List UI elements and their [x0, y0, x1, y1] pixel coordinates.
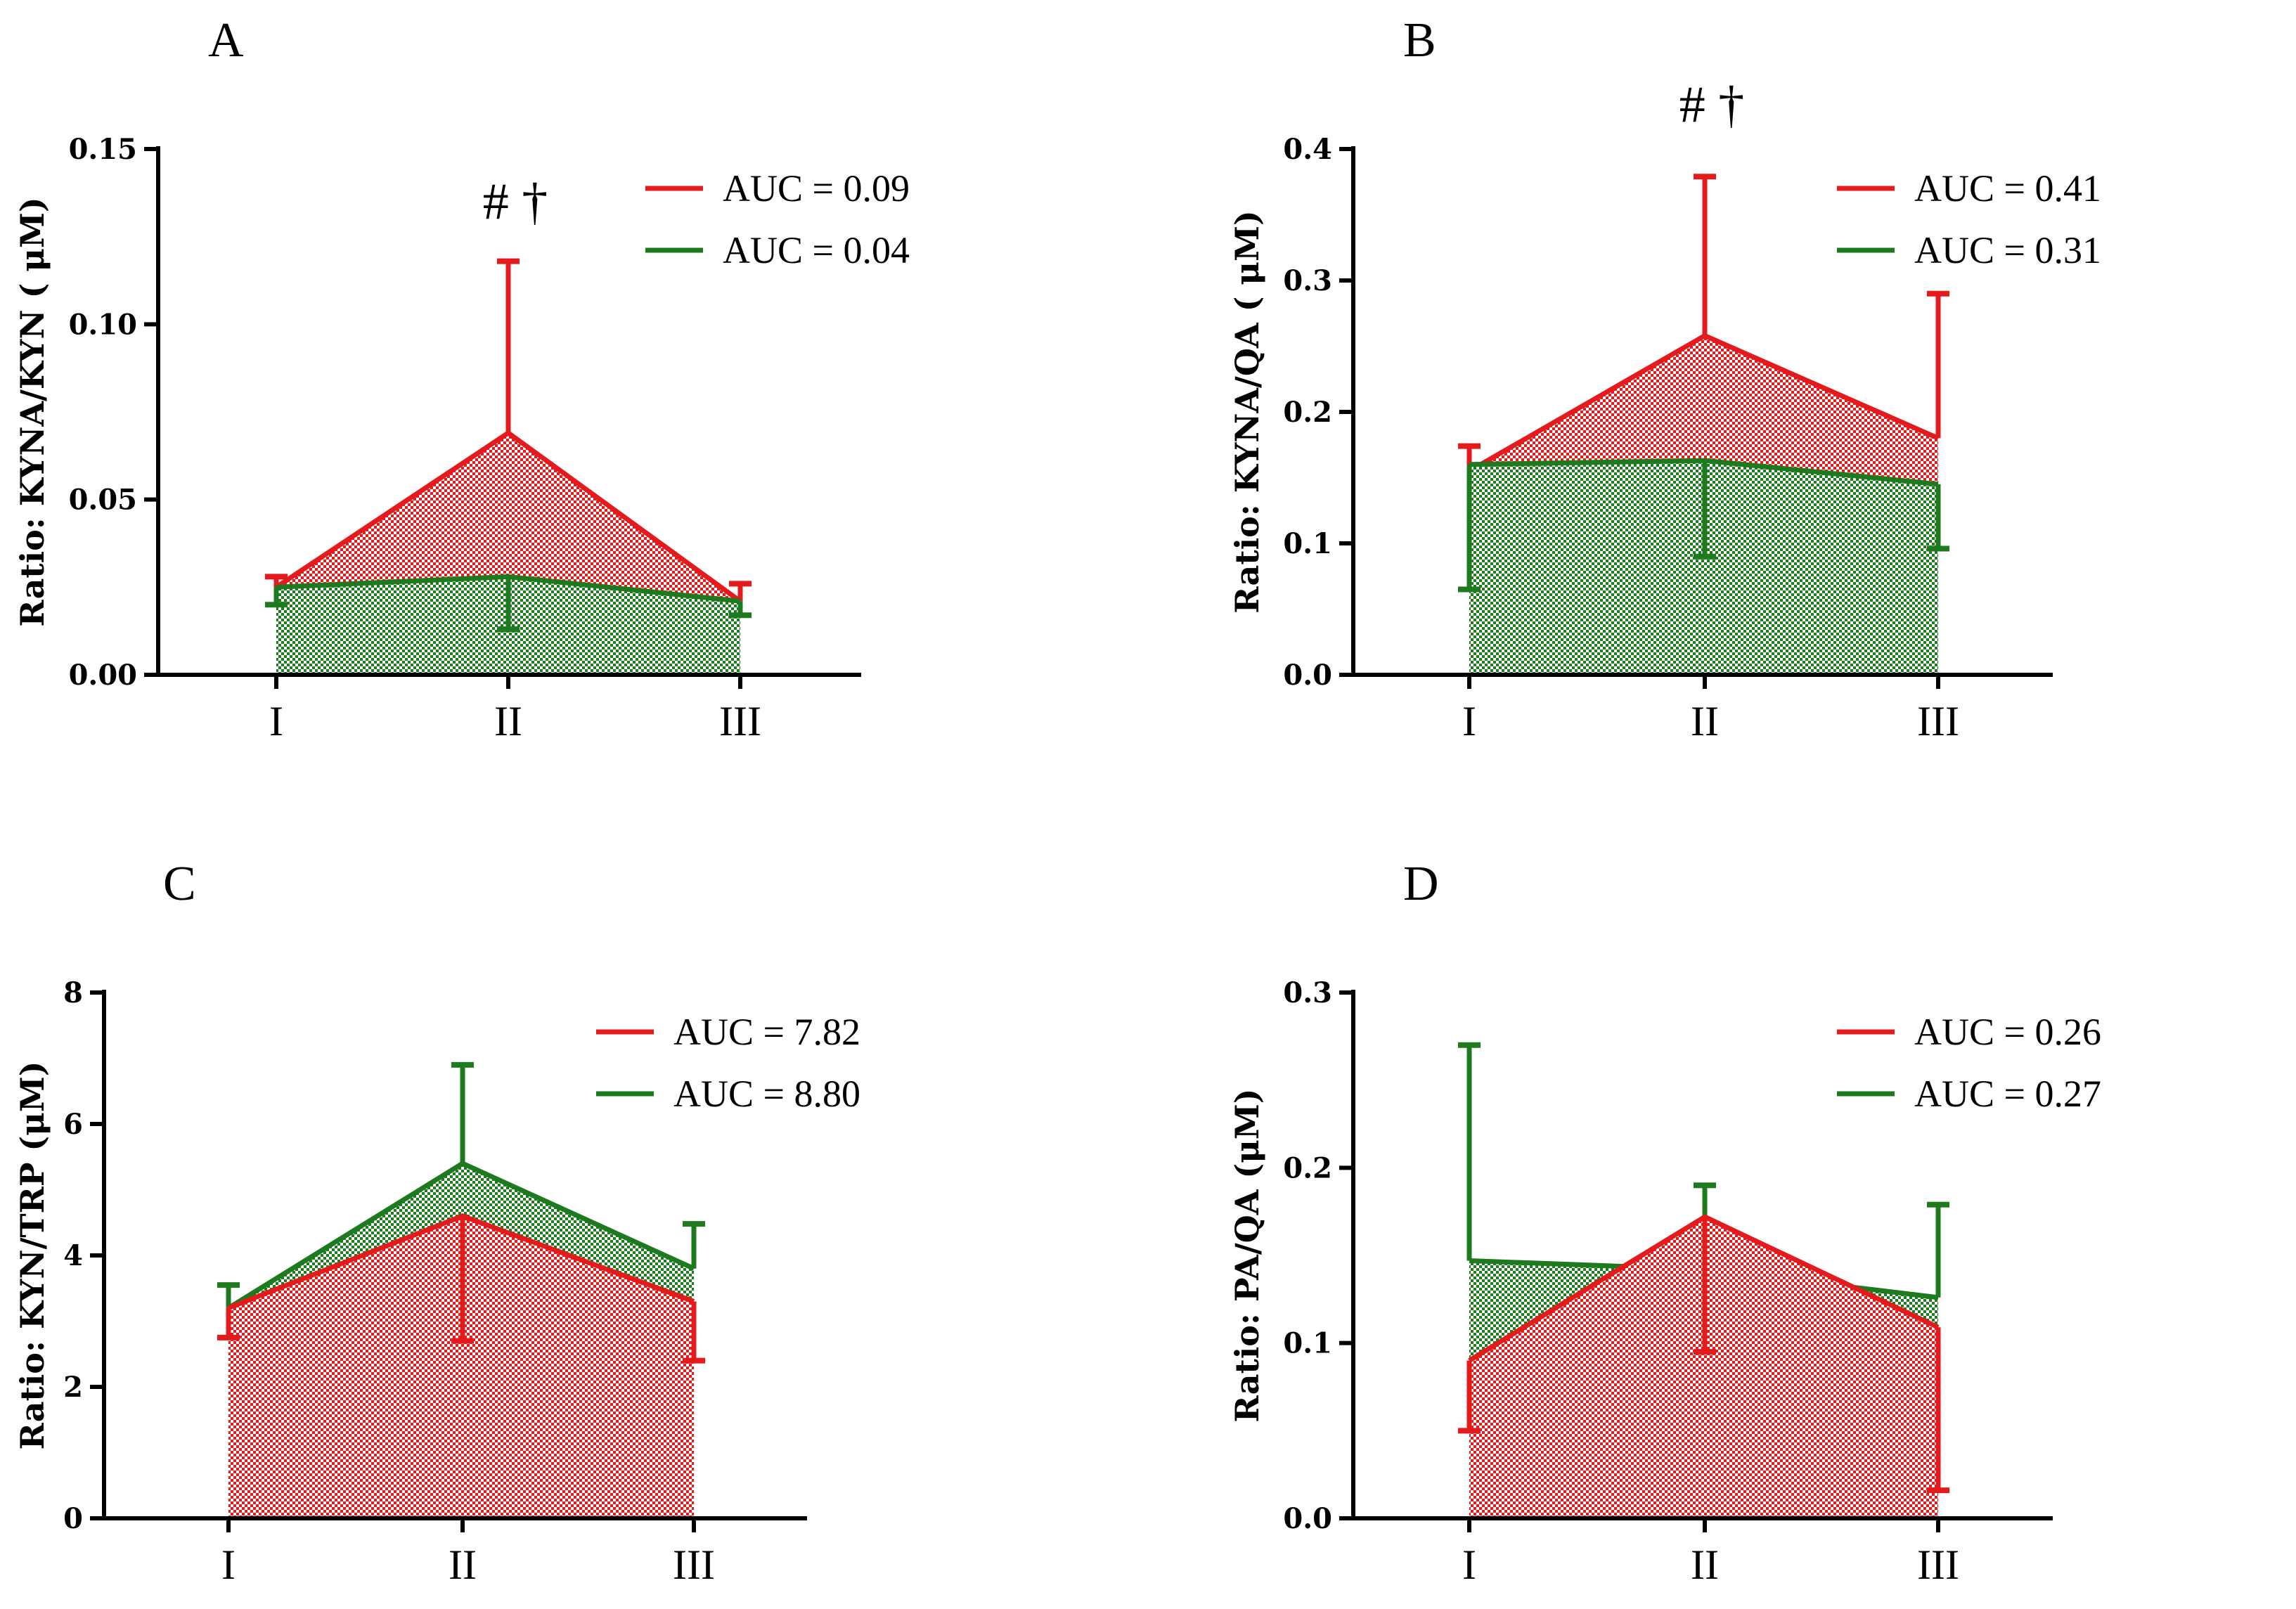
area-fill-red — [228, 1215, 694, 1518]
area-fill-green — [1469, 460, 1938, 675]
legend: AUC = 7.82 AUC = 8.80 — [596, 1011, 860, 1115]
series-green — [265, 574, 752, 675]
y-tick-label: 0.05 — [69, 484, 137, 517]
x-tick-label: III — [719, 698, 761, 744]
panel-letter: C — [163, 857, 196, 911]
legend: AUC = 0.41 AUC = 0.31 — [1837, 167, 2101, 271]
y-tick-label: 0.10 — [69, 308, 137, 341]
y-axis-title: Ratio: KYNA/KYN ( μM) — [13, 197, 51, 626]
series-red — [217, 1213, 705, 1518]
y-tick-label: 0.4 — [1283, 133, 1332, 166]
x-tick-label: I — [221, 1542, 236, 1588]
legend: AUC = 0.09 AUC = 0.04 — [645, 167, 910, 271]
y-tick-label: 0.1 — [1283, 1327, 1332, 1360]
y-tick-label: 0.1 — [1283, 527, 1332, 560]
y-tick-label: 8 — [63, 976, 83, 1009]
panel-letter: A — [208, 13, 244, 67]
legend-label: AUC = 0.27 — [1914, 1073, 2101, 1115]
x-tick-label: II — [494, 698, 522, 744]
legend-label: AUC = 0.04 — [723, 229, 910, 271]
y-tick-label: 0 — [63, 1502, 83, 1535]
y-axis-title: Ratio: KYNA/QA ( μM) — [1228, 210, 1266, 614]
series-red — [1458, 1214, 1949, 1518]
y-tick-label: 2 — [63, 1371, 83, 1404]
x-tick-label: I — [1462, 698, 1476, 744]
y-tick-label: 0.0 — [1283, 659, 1332, 692]
panel-letter: D — [1403, 857, 1439, 911]
y-tick-label: 0.3 — [1283, 264, 1332, 297]
significance-annotation: # † — [1679, 76, 1745, 134]
y-tick-label: 0.2 — [1283, 396, 1332, 429]
y-axis-title: Ratio: KYN/TRP (μM) — [13, 1061, 51, 1449]
x-tick-label: I — [269, 698, 283, 744]
y-tick-label: 4 — [63, 1239, 83, 1272]
y-tick-label: 0.00 — [69, 659, 137, 692]
y-tick-label: 0.15 — [69, 133, 137, 166]
significance-annotation: # † — [483, 174, 548, 231]
x-tick-label: III — [673, 1542, 715, 1588]
x-tick-label: II — [1691, 1542, 1719, 1588]
legend-label: AUC = 8.80 — [673, 1073, 860, 1115]
x-tick-label: I — [1462, 1542, 1476, 1588]
legend: AUC = 0.26 AUC = 0.27 — [1837, 1011, 2101, 1115]
panel-letter: B — [1403, 13, 1436, 67]
y-tick-label: 0.0 — [1283, 1502, 1332, 1535]
legend-label: AUC = 0.26 — [1914, 1011, 2101, 1053]
y-tick-label: 6 — [63, 1108, 83, 1141]
x-tick-label: II — [1691, 698, 1719, 744]
y-tick-label: 0.3 — [1283, 976, 1332, 1009]
x-tick-label: III — [1917, 698, 1959, 744]
x-tick-label: III — [1917, 1542, 1959, 1588]
series-green — [1458, 458, 1949, 675]
area-fill-red — [1469, 1217, 1938, 1518]
legend-label: AUC = 0.41 — [1914, 167, 2101, 209]
legend-label: AUC = 0.31 — [1914, 229, 2101, 271]
y-axis-title: Ratio: PA/QA (μM) — [1228, 1088, 1266, 1422]
legend-label: AUC = 7.82 — [673, 1011, 860, 1053]
x-tick-label: II — [449, 1542, 477, 1588]
y-tick-label: 0.2 — [1283, 1151, 1332, 1184]
legend-label: AUC = 0.09 — [723, 167, 910, 209]
